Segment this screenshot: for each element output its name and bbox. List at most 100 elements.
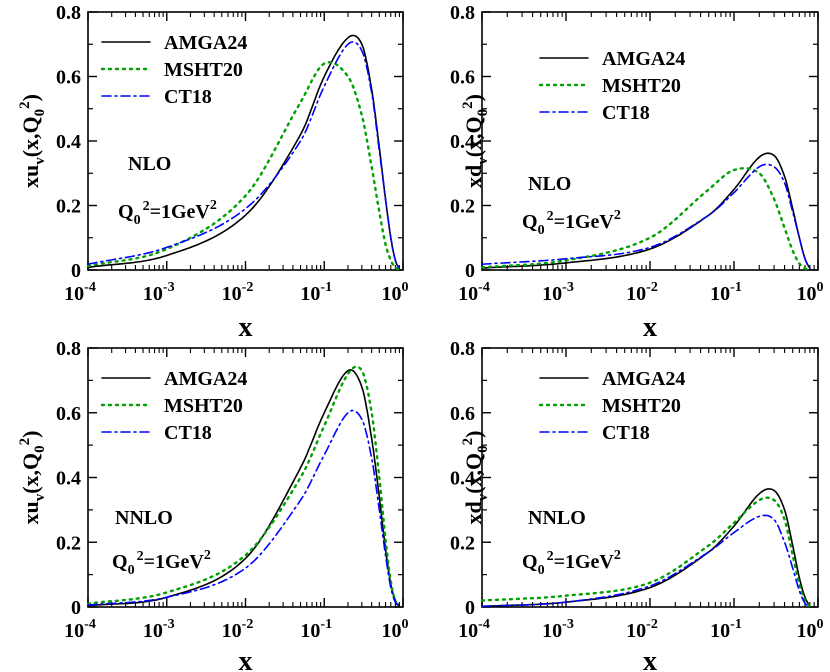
x-tick-exponent: -3: [163, 617, 175, 632]
x-tick-exponent: -3: [562, 617, 574, 632]
x-tick-exponent: -3: [163, 280, 175, 295]
order-label: NNLO: [115, 507, 173, 529]
x-tick-label: 10-1: [300, 617, 332, 642]
series-line-ct18: [87, 409, 401, 608]
y-tick-label: 0: [465, 597, 475, 619]
y-axis-label: xuv(x,Q02): [17, 94, 48, 188]
legend-label-msht20: MSHT20: [602, 395, 681, 417]
x-axis-label: x: [239, 312, 253, 343]
x-tick-label: 10-2: [222, 617, 254, 642]
x-tick-base: 10: [222, 620, 242, 642]
x-tick-label: 10-3: [143, 280, 175, 305]
x-tick-label: 100: [797, 617, 824, 642]
y-tick-label: 0.8: [56, 338, 81, 360]
x-tick-base: 10: [64, 283, 84, 305]
x-tick-exponent: 0: [817, 617, 824, 632]
x-tick-exponent: 0: [817, 280, 824, 295]
x-tick-exponent: 0: [402, 617, 409, 632]
scale-label: Q02=1GeV2: [522, 548, 621, 578]
y-tick-label: 0.6: [56, 403, 81, 425]
order-label: NNLO: [528, 507, 586, 529]
scale-value: =1GeV: [150, 201, 211, 223]
legend-label-amga24: AMGA24: [164, 32, 247, 54]
series-line-amga24: [87, 368, 401, 608]
x-tick-label: 10-1: [710, 280, 742, 305]
scale-value: =1GeV: [144, 551, 205, 573]
legend-label-msht20: MSHT20: [164, 59, 243, 81]
y-tick-label: 0: [465, 260, 475, 282]
legend-label-amga24: AMGA24: [602, 368, 685, 390]
x-tick-label: 10-2: [626, 617, 658, 642]
x-tick-label: 10-4: [64, 617, 96, 642]
x-tick-base: 10: [626, 620, 646, 642]
x-tick-label: 10-3: [542, 280, 574, 305]
legend-label-ct18: CT18: [164, 86, 212, 108]
x-tick-base: 10: [222, 283, 242, 305]
x-tick-exponent: -2: [242, 617, 254, 632]
x-tick-exponent: -4: [478, 280, 490, 295]
series-line-msht20: [86, 60, 401, 271]
y-tick-label: 0: [71, 597, 81, 619]
y-tick-label: 0.4: [450, 468, 475, 490]
legend-label-ct18: CT18: [164, 422, 212, 444]
x-tick-exponent: -1: [730, 280, 742, 295]
y-axis-label: xdv(x,Q02): [460, 94, 491, 188]
x-tick-base: 10: [458, 620, 478, 642]
x-axis-label: x: [643, 312, 657, 343]
y-tick-label: 0.8: [450, 2, 475, 24]
scale-label: Q02=1GeV2: [112, 548, 211, 578]
x-tick-base: 10: [626, 283, 646, 305]
series-line-ct18: [481, 514, 811, 608]
legend-label-ct18: CT18: [602, 422, 650, 444]
x-tick-label: 10-3: [542, 617, 574, 642]
chart-panel-top-right: 00.20.40.60.810-4 10-3 10-2 10-1 100xxdv(x,Q…: [450, 2, 824, 343]
x-tick-base: 10: [143, 620, 163, 642]
scale-label: Q02=1GeV2: [118, 198, 217, 228]
x-tick-label: 10-2: [222, 280, 254, 305]
x-axis-label: x: [643, 646, 657, 672]
x-tick-base: 10: [710, 283, 730, 305]
x-tick-label: 10-4: [64, 280, 96, 305]
y-axis-label: xdv(x,Q02): [460, 430, 491, 524]
legend-label-msht20: MSHT20: [602, 75, 681, 97]
x-tick-exponent: -4: [478, 617, 490, 632]
y-tick-label: 0.2: [56, 196, 81, 218]
x-tick-exponent: -2: [646, 617, 658, 632]
legend-label-msht20: MSHT20: [164, 395, 243, 417]
chart-panel-bottom-left: 00.20.40.60.810-4 10-3 10-2 10-1 100xxuv(x,Q…: [17, 338, 409, 672]
y-tick-label: 0.4: [56, 131, 81, 153]
legend-label-amga24: AMGA24: [164, 368, 247, 390]
series-line-msht20: [480, 496, 812, 608]
x-tick-label: 10-1: [300, 280, 332, 305]
y-tick-label: 0.2: [56, 532, 81, 554]
chart-panel-top-left: 00.20.40.60.810-4 10-3 10-2 10-1 100xxuv(x,Q…: [17, 2, 409, 343]
y-tick-label: 0.6: [450, 403, 475, 425]
x-tick-base: 10: [64, 620, 84, 642]
series-line-msht20: [86, 365, 401, 608]
x-tick-base: 10: [542, 283, 562, 305]
x-tick-base: 10: [797, 283, 817, 305]
scale-value: =1GeV: [554, 551, 615, 573]
x-tick-exponent: -3: [562, 280, 574, 295]
legend-label-ct18: CT18: [602, 102, 650, 124]
x-tick-label: 10-4: [458, 617, 490, 642]
x-tick-base: 10: [300, 283, 320, 305]
x-tick-base: 10: [382, 283, 402, 305]
series-line-amga24: [481, 488, 811, 608]
x-tick-base: 10: [300, 620, 320, 642]
y-axis-label: xuv(x,Q02): [17, 430, 48, 524]
x-tick-exponent: -1: [730, 617, 742, 632]
x-tick-label: 10-4: [458, 280, 490, 305]
x-tick-base: 10: [382, 620, 402, 642]
x-tick-base: 10: [797, 620, 817, 642]
x-tick-exponent: -1: [320, 280, 332, 295]
x-tick-exponent: -1: [320, 617, 332, 632]
x-tick-base: 10: [143, 283, 163, 305]
series-line-ct18: [87, 41, 401, 270]
x-tick-exponent: 0: [402, 280, 409, 295]
x-tick-exponent: -4: [84, 617, 96, 632]
x-tick-label: 10-1: [710, 617, 742, 642]
y-tick-label: 0.8: [56, 2, 81, 24]
x-axis-label: x: [239, 646, 253, 672]
